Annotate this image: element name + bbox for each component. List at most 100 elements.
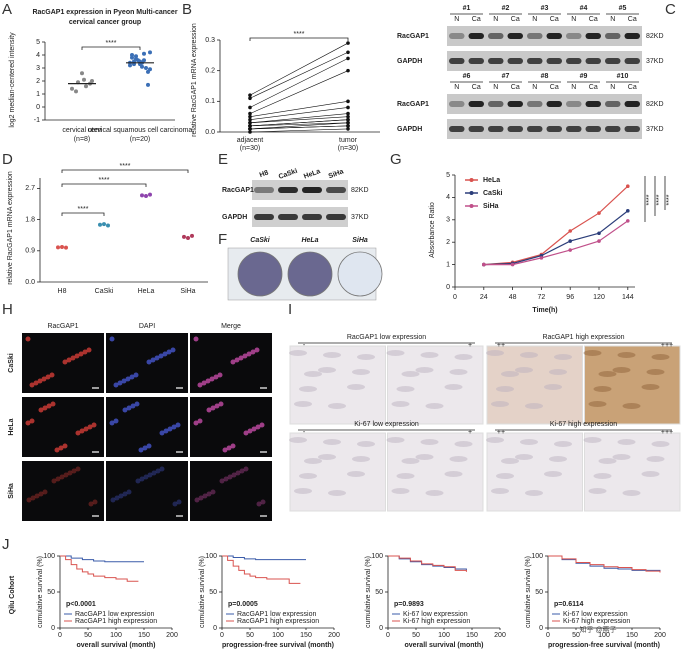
x-tick-label: 0 [58, 632, 62, 639]
cell [167, 426, 173, 432]
sample-label: #2 [502, 5, 510, 12]
tissue-texture [299, 473, 317, 479]
cell [162, 351, 168, 357]
tissue-texture [449, 369, 468, 375]
tissue-texture [491, 488, 509, 494]
tissue-texture [420, 439, 439, 445]
band [546, 58, 562, 64]
significance-bracket [249, 37, 349, 41]
series-point [539, 256, 544, 260]
cell [58, 445, 64, 451]
x-tick-label: 0 [386, 632, 390, 639]
size-label: 37KD [646, 58, 664, 65]
tissue-texture [415, 454, 434, 460]
row-label: HeLa [8, 418, 15, 435]
data-point [346, 127, 350, 131]
series-point [626, 184, 630, 188]
category-label: H8 [58, 288, 67, 295]
grade-label: + [468, 342, 472, 349]
section-title: RacGAP1 low expression [347, 334, 426, 341]
y-tick-label: 0 [213, 625, 217, 632]
tissue-texture [386, 350, 405, 356]
data-point [346, 124, 350, 128]
panel-title: cervical cancer group [69, 19, 141, 26]
cell [110, 497, 116, 503]
panel-letter: J [2, 536, 10, 553]
survival-curve [60, 555, 139, 582]
cell [125, 376, 131, 382]
cell [138, 447, 144, 453]
tissue-texture [549, 369, 567, 375]
grade-label: - [303, 342, 306, 349]
band [507, 58, 523, 64]
group-n: (n=20) [130, 136, 150, 143]
x-tick-label: 150 [300, 632, 312, 639]
tissue-texture [304, 371, 322, 377]
x-tick-label: 0 [546, 632, 550, 639]
y-axis-label: relative RacGAP1 mRNA expression [191, 23, 198, 137]
x-tick-label: 96 [566, 294, 574, 301]
survival-curve [222, 555, 306, 561]
x-tick-label: 50 [572, 632, 580, 639]
x-tick-label: 144 [622, 294, 634, 301]
x-tick-label: 72 [538, 294, 546, 301]
cell [30, 495, 36, 501]
data-point [70, 86, 74, 91]
sample-label: #7 [502, 73, 510, 80]
band [302, 187, 322, 193]
y-tick-label: 0 [446, 284, 450, 291]
cell [29, 418, 35, 424]
band [527, 101, 543, 107]
cell [213, 374, 219, 380]
cell [197, 418, 203, 424]
data-point [186, 235, 190, 240]
cell [122, 407, 128, 413]
tissue-texture [612, 367, 631, 373]
cell [205, 378, 211, 384]
cell [193, 336, 199, 342]
y-tick-label: 0 [36, 104, 40, 111]
tissue-texture [641, 471, 660, 477]
data-point [84, 84, 88, 89]
cell [70, 355, 76, 361]
group-n: (n=8) [74, 136, 91, 143]
legend-label: Ki-67 low expression [403, 611, 468, 618]
x-tick-label: 100 [272, 632, 284, 639]
tissue-texture [598, 458, 617, 464]
sample-label: #10 [617, 73, 629, 80]
x-tick-label: 100 [438, 632, 450, 639]
tissue-texture [588, 401, 607, 407]
cell [231, 472, 237, 478]
tissue-texture [396, 386, 415, 392]
band [585, 33, 601, 39]
significance: **** [99, 177, 110, 184]
cell [201, 380, 207, 386]
data-point [248, 130, 252, 134]
category-label: cervical uteri [62, 127, 102, 134]
cell [194, 497, 200, 503]
y-tick-label: 50 [535, 589, 543, 596]
band [488, 101, 504, 107]
lane-label: N [532, 84, 537, 91]
cell [78, 351, 84, 357]
cell [25, 336, 31, 342]
category-label: tumor [339, 137, 358, 144]
cell [260, 499, 266, 505]
band [566, 101, 582, 107]
cell [218, 401, 224, 407]
lane-label: HeLa [303, 168, 322, 180]
band [302, 214, 322, 220]
tissue-texture [396, 473, 415, 479]
cell [29, 382, 35, 388]
tissue-texture [612, 454, 631, 460]
legend-label: RacGAP1 high expression [75, 618, 157, 625]
band [566, 58, 582, 64]
tissue-texture [328, 490, 346, 496]
band [488, 58, 504, 64]
cell [92, 499, 98, 505]
lane-label: N [454, 16, 459, 23]
y-tick-label: 1 [446, 261, 450, 268]
cell [217, 372, 223, 378]
p-value: p=0.9893 [394, 601, 424, 608]
data-point [74, 89, 78, 94]
